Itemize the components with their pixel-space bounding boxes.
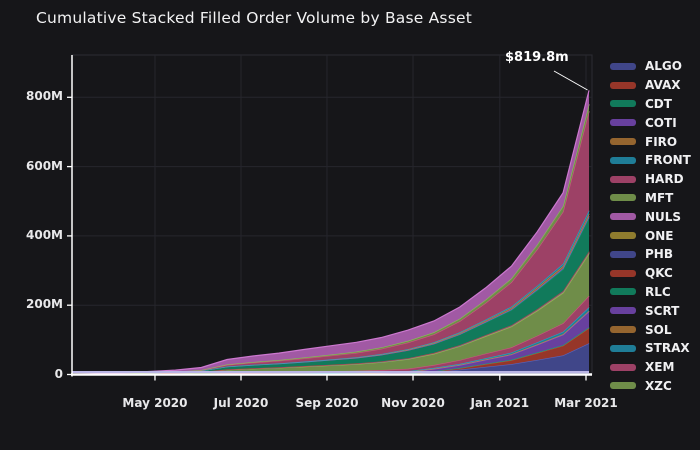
- legend-item-cdt[interactable]: CDT: [610, 95, 698, 114]
- legend-item-front[interactable]: FRONT: [610, 151, 698, 170]
- legend-label: XZC: [645, 378, 672, 393]
- legend-item-nuls[interactable]: NULS: [610, 207, 698, 226]
- legend-label: HARD: [645, 172, 684, 187]
- legend-item-qkc[interactable]: QKC: [610, 264, 698, 283]
- y-tick-label: 200M: [26, 297, 63, 312]
- legend-swatch-hard: [610, 175, 636, 183]
- legend-label: PHB: [645, 247, 673, 262]
- legend-item-firo[interactable]: FIRO: [610, 132, 698, 151]
- legend-label: ALGO: [645, 59, 682, 74]
- legend-label: FRONT: [645, 153, 691, 168]
- legend-swatch-algo: [610, 62, 636, 70]
- x-tick-label: May 2020: [122, 396, 188, 410]
- legend-swatch-phb: [610, 250, 636, 258]
- legend-item-scrt[interactable]: SCRT: [610, 301, 698, 320]
- legend: ALGO AVAX CDT COTI FIRO FRONT HARD MFT NULS ONE PH…: [610, 57, 698, 395]
- y-tick-label: 800M: [26, 89, 63, 104]
- annotation-line: [553, 70, 588, 91]
- x-tick-label: Jan 2021: [470, 396, 530, 410]
- legend-item-xem[interactable]: XEM: [610, 358, 698, 377]
- legend-label: ONE: [645, 228, 674, 243]
- legend-label: SCRT: [645, 303, 680, 318]
- legend-item-strax[interactable]: STRAX: [610, 339, 698, 358]
- legend-label: QKC: [645, 266, 673, 281]
- legend-label: XEM: [645, 360, 675, 375]
- y-tick-label: 600M: [26, 158, 63, 173]
- x-tick-label: Sep 2020: [295, 396, 359, 410]
- y-tick-label: 400M: [26, 227, 63, 242]
- legend-label: AVAX: [645, 78, 681, 93]
- legend-label: SOL: [645, 322, 672, 337]
- legend-swatch-scrt: [610, 307, 636, 315]
- legend-swatch-nuls: [610, 213, 636, 221]
- legend-item-avax[interactable]: AVAX: [610, 76, 698, 95]
- legend-item-xzc[interactable]: XZC: [610, 377, 698, 396]
- legend-label: FIRO: [645, 134, 678, 149]
- legend-item-phb[interactable]: PHB: [610, 245, 698, 264]
- legend-label: STRAX: [645, 341, 690, 356]
- legend-item-mft[interactable]: MFT: [610, 189, 698, 208]
- legend-swatch-front: [610, 156, 636, 164]
- legend-swatch-avax: [610, 81, 636, 89]
- legend-swatch-strax: [610, 344, 636, 352]
- legend-label: RLC: [645, 284, 671, 299]
- legend-item-algo[interactable]: ALGO: [610, 57, 698, 76]
- legend-swatch-xzc: [610, 382, 636, 390]
- legend-label: CDT: [645, 96, 672, 111]
- legend-swatch-one: [610, 232, 636, 240]
- legend-label: COTI: [645, 115, 677, 130]
- legend-item-sol[interactable]: SOL: [610, 320, 698, 339]
- chart-title: Cumulative Stacked Filled Order Volume b…: [36, 9, 472, 27]
- legend-item-rlc[interactable]: RLC: [610, 283, 698, 302]
- legend-item-one[interactable]: ONE: [610, 226, 698, 245]
- legend-label: NULS: [645, 209, 682, 224]
- x-tick-label: Jul 2020: [213, 396, 269, 410]
- legend-swatch-rlc: [610, 288, 636, 296]
- legend-swatch-cdt: [610, 100, 636, 108]
- area-RLC: [72, 217, 589, 375]
- legend-label: MFT: [645, 190, 674, 205]
- legend-swatch-mft: [610, 194, 636, 202]
- peak-annotation: $819.8m: [505, 50, 569, 65]
- legend-swatch-coti: [610, 119, 636, 127]
- legend-item-hard[interactable]: HARD: [610, 170, 698, 189]
- x-tick-label: Nov 2020: [381, 396, 445, 410]
- legend-swatch-firo: [610, 138, 636, 146]
- y-tick-label: 0: [54, 366, 63, 381]
- x-tick-label: Mar 2021: [554, 396, 618, 410]
- legend-swatch-qkc: [610, 269, 636, 277]
- legend-swatch-sol: [610, 326, 636, 334]
- legend-swatch-xem: [610, 363, 636, 371]
- legend-item-coti[interactable]: COTI: [610, 113, 698, 132]
